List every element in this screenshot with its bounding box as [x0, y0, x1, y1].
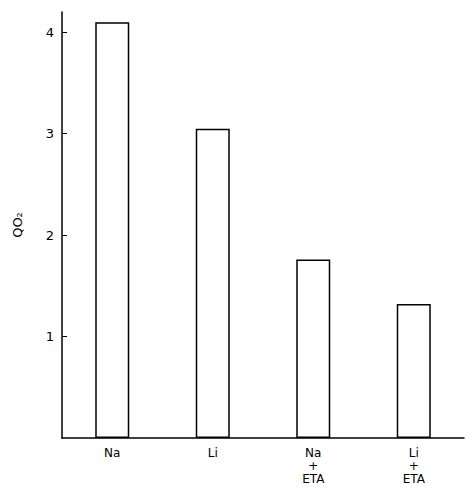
svg-text:4: 4: [46, 25, 54, 40]
svg-text:1: 1: [46, 329, 54, 344]
svg-text:ETA: ETA: [302, 472, 325, 486]
svg-text:+: +: [409, 459, 419, 473]
svg-text:3: 3: [46, 126, 54, 141]
svg-text:Li: Li: [409, 446, 419, 460]
svg-text:ETA: ETA: [403, 472, 426, 486]
svg-text:2: 2: [46, 228, 54, 243]
svg-text:+: +: [308, 459, 318, 473]
svg-text:Na: Na: [104, 446, 120, 460]
svg-text:Li: Li: [208, 446, 218, 460]
svg-text:Na: Na: [305, 446, 321, 460]
svg-text:QO₂: QO₂: [10, 212, 25, 238]
